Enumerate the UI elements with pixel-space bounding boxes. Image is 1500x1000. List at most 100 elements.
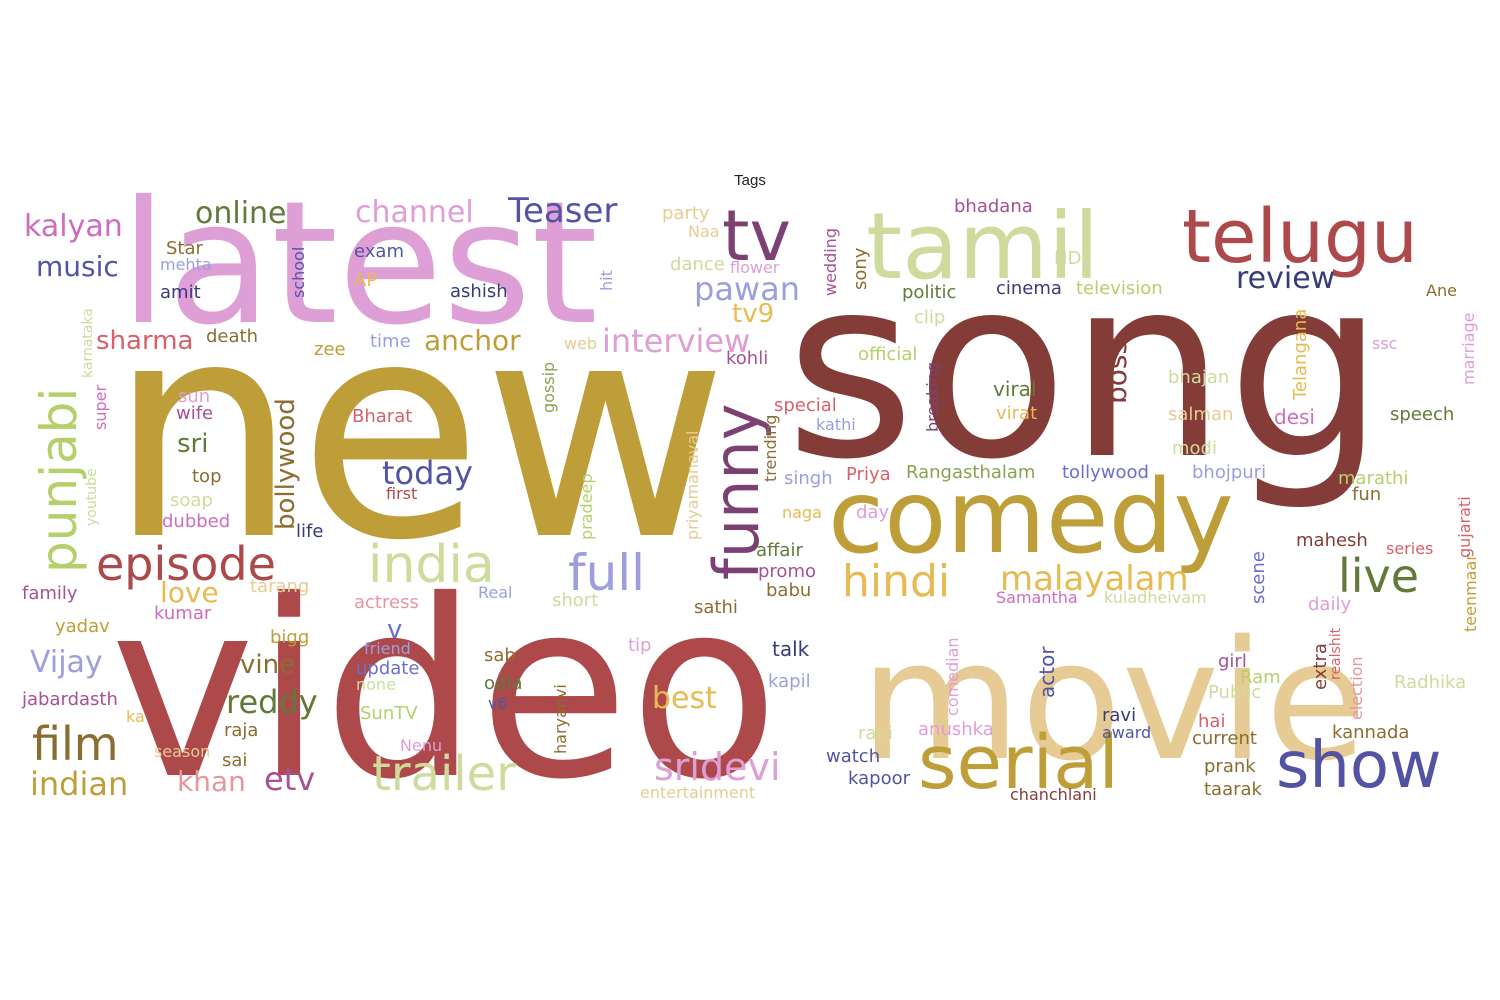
cloud-word-indian: indian <box>30 765 128 803</box>
cloud-word-entertainment: entertainment <box>640 783 755 802</box>
cloud-word-short: short <box>552 590 598 611</box>
cloud-word-kannada: kannada <box>1332 722 1409 743</box>
cloud-word-party: party <box>662 203 710 224</box>
cloud-word-live: live <box>1338 549 1419 603</box>
cloud-word-india: india <box>368 535 495 595</box>
cloud-word-naa: Naa <box>688 222 720 241</box>
cloud-word-reddy: reddy <box>226 683 318 721</box>
cloud-word-interview: interview <box>602 322 750 360</box>
cloud-word-punjabi: punjabi <box>30 388 88 573</box>
cloud-word-dubbed: dubbed <box>162 511 230 532</box>
cloud-word-family: family <box>22 583 78 604</box>
cloud-word-tv9: tv9 <box>732 299 774 329</box>
cloud-word-bhadana: bhadana <box>954 196 1033 217</box>
cloud-word-pawan: pawan <box>694 270 800 308</box>
cloud-word-radhika: Radhika <box>1394 672 1466 693</box>
cloud-word-channel: channel <box>355 195 474 230</box>
cloud-word-jabardasth: jabardasth <box>21 689 118 710</box>
cloud-word-today: today <box>382 454 473 492</box>
cloud-word-marriage: marriage <box>1459 312 1478 385</box>
cloud-word-movie: movie <box>860 605 1367 797</box>
cloud-word-ravi: ravi <box>1102 705 1136 726</box>
cloud-word-mehta: mehta <box>160 255 212 274</box>
cloud-word-online: online <box>195 196 287 231</box>
cloud-word-wife: wife <box>176 403 213 424</box>
cloud-word-extra: extra <box>1310 643 1331 690</box>
cloud-word-kalyan: kalyan <box>24 209 123 244</box>
cloud-word-boss: boss <box>1100 340 1133 404</box>
cloud-word-viral: viral <box>993 377 1036 401</box>
cloud-word-hit: hit <box>597 270 616 291</box>
cloud-word-bollywood: bollywood <box>271 398 301 530</box>
cloud-word-ssc: ssc <box>1372 334 1397 353</box>
cloud-word-ap: AP <box>354 270 377 291</box>
cloud-word-mahesh: mahesh <box>1296 530 1368 551</box>
cloud-word-best: best <box>652 681 717 716</box>
cloud-word-kumar: kumar <box>154 603 212 624</box>
cloud-word-trailer: trailer <box>372 746 516 802</box>
cloud-word-prank: prank <box>1204 756 1256 777</box>
cloud-word-vine: vine <box>240 650 295 680</box>
cloud-word-rani: rani <box>858 723 893 744</box>
cloud-word-haryanvi: haryanvi <box>551 684 570 754</box>
cloud-word-amit: amit <box>160 282 201 303</box>
cloud-word-official: official <box>858 344 917 365</box>
cloud-word-ashish: ashish <box>450 281 508 302</box>
cloud-word-sony: sony <box>850 247 871 290</box>
cloud-word-karnataka: karnataka <box>80 308 96 378</box>
cloud-word-real: Real <box>478 583 513 602</box>
cloud-word-bhojpuri: bhojpuri <box>1192 462 1266 483</box>
cloud-word-actress: actress <box>354 592 419 613</box>
cloud-word-series: series <box>1386 539 1433 558</box>
cloud-word-funny: funny <box>700 404 773 580</box>
cloud-word-hai: hai <box>1198 711 1225 732</box>
cloud-word-marathi: marathi <box>1338 468 1408 489</box>
cloud-word-ram: Ram <box>1240 667 1281 688</box>
cloud-word-comedian: comedian <box>943 637 962 716</box>
cloud-word-politic: politic <box>902 282 956 303</box>
cloud-word-television: television <box>1076 278 1163 299</box>
cloud-word-chanchlani: chanchlani <box>1010 785 1097 804</box>
cloud-word-telangana: Telangana <box>1290 309 1311 401</box>
cloud-word-priya: Priya <box>846 464 891 485</box>
cloud-word-salman: salman <box>1168 404 1233 425</box>
cloud-word-bharat: Bharat <box>352 406 412 427</box>
cloud-word-season: season <box>154 742 210 761</box>
cloud-word-dance: dance <box>670 254 725 275</box>
cloud-word-suntv: SunTV <box>360 703 418 724</box>
cloud-word-web: web <box>564 334 597 353</box>
cloud-word-award: award <box>1102 723 1151 742</box>
cloud-word-babu: babu <box>766 580 811 601</box>
cloud-word-full: full <box>568 544 645 602</box>
cloud-word-realshit: realshit <box>1328 627 1344 680</box>
cloud-word-special: special <box>774 395 837 416</box>
cloud-word-singh: singh <box>784 468 833 489</box>
cloud-word-video: video <box>110 548 779 833</box>
cloud-word-malayalam: malayalam <box>1000 559 1189 599</box>
cloud-word-first: first <box>386 484 417 503</box>
cloud-word-music: music <box>36 250 119 283</box>
cloud-word-sathi: sathi <box>694 597 738 618</box>
cloud-word-raja: raja <box>224 720 258 741</box>
cloud-word-samantha: Samantha <box>996 588 1078 607</box>
cloud-word-speech: speech <box>1390 404 1454 425</box>
cloud-word-flower: flower <box>730 258 780 277</box>
cloud-word-talk: talk <box>772 637 810 661</box>
cloud-word-latest: latest <box>120 165 598 363</box>
cloud-word-trending: trending <box>761 415 780 482</box>
cloud-word-kuladheivam: kuladheivam <box>1104 588 1207 607</box>
cloud-word-kathi: kathi <box>816 415 856 434</box>
cloud-word-tollywood: tollywood <box>1062 462 1149 483</box>
cloud-word-day: day <box>856 502 889 523</box>
cloud-word-ka: ka <box>126 707 145 726</box>
cloud-word-current: current <box>1192 728 1257 749</box>
cloud-word-v: v <box>387 615 402 645</box>
cloud-word-sridevi: sridevi <box>654 745 781 789</box>
cloud-word-taarak: taarak <box>1204 779 1263 800</box>
cloud-word-virat: virat <box>996 403 1037 424</box>
cloud-word-show: show <box>1276 729 1441 803</box>
cloud-word-episode: episode <box>96 537 276 591</box>
cloud-word-teenmaar: teenmaar <box>1461 554 1480 632</box>
cloud-word-yadav: yadav <box>55 616 110 637</box>
cloud-word-kohli: kohli <box>726 348 768 369</box>
